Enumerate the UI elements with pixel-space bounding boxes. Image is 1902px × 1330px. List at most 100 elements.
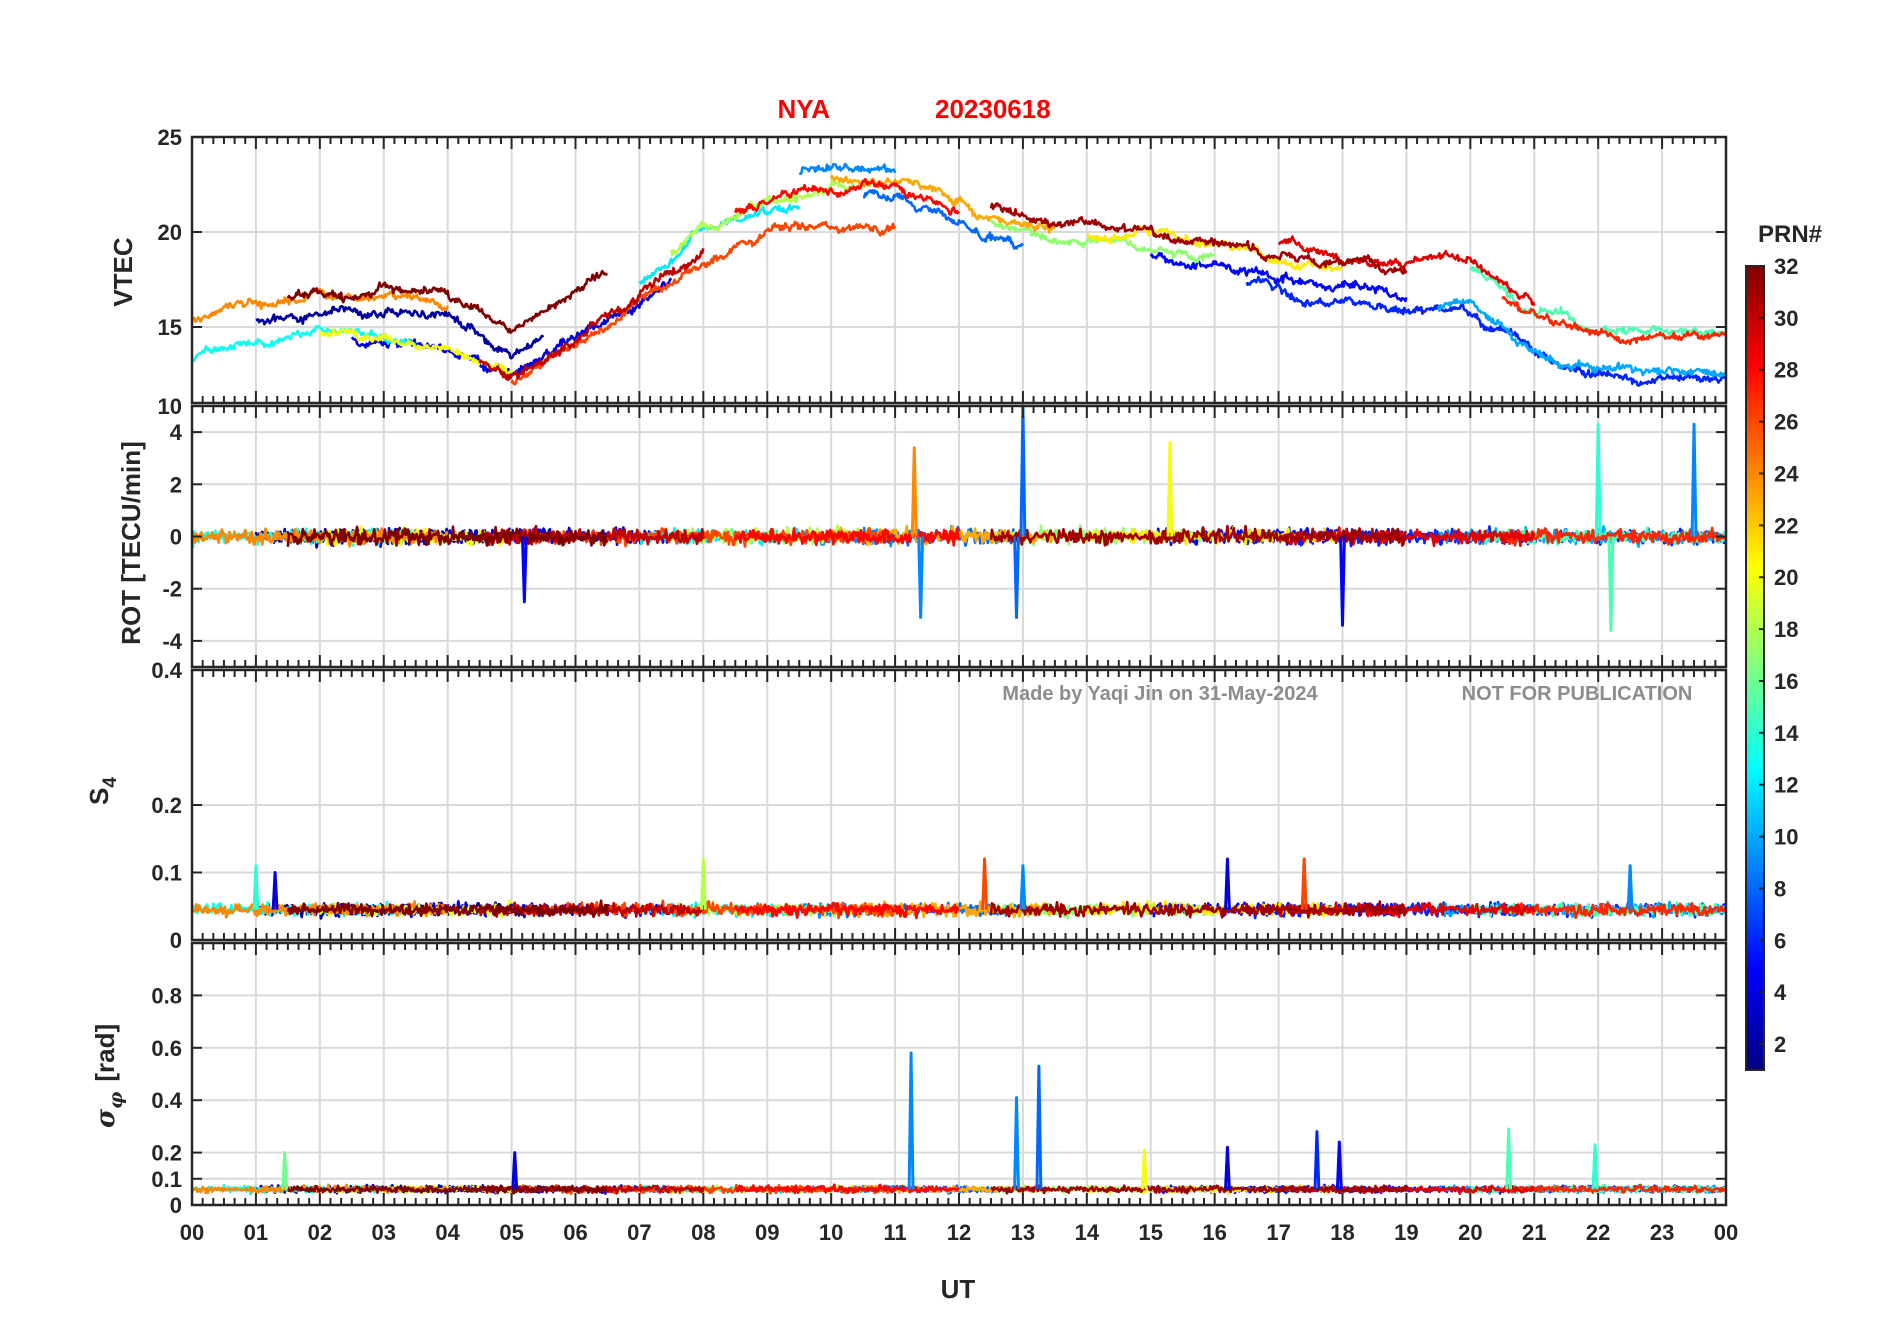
sigma_phi-ytick-label: 0.8 [151, 983, 182, 1008]
rot-top-tick-label: 10 [158, 394, 182, 419]
x-tick-label: 01 [244, 1220, 268, 1245]
rot-ytick-label: 0 [170, 525, 182, 550]
s4-spike [252, 864, 260, 910]
vtec-series-prn-27 [1501, 295, 1728, 346]
vtec-ytick-label: 25 [158, 125, 182, 150]
x-tick-label: 08 [691, 1220, 715, 1245]
x-tick-labels: 00 01 02 03 04 05 06 07 08 09 10 11 12 13 14 15 16 17 18 19… [180, 1220, 1738, 1245]
x-tick-label: 05 [499, 1220, 523, 1245]
x-tick-label: 11 [883, 1220, 906, 1245]
vtec-series-prn-24 [191, 287, 449, 324]
s4-series-prn-31 [989, 900, 1408, 919]
s4-series-prn-32 [286, 899, 609, 919]
rot-series-prn-28 [734, 527, 961, 547]
x-tick-label: 22 [1586, 1220, 1610, 1245]
sigma_phi-spike [1313, 1130, 1321, 1190]
colorbar-tick-label: 8 [1774, 876, 1786, 901]
x-tick-label: 00 [180, 1220, 204, 1245]
sigma_phi-ytick-label: 0 [170, 1193, 182, 1218]
colorbar-tick-label: 32 [1774, 254, 1798, 279]
vtec-series-prn-18 [670, 179, 865, 257]
rot-spike [1013, 536, 1020, 619]
rot-series-prn-24 [190, 527, 449, 548]
s4-top-tick-label: 0.4 [151, 658, 182, 683]
s4-series-prn-28 [734, 901, 960, 920]
sigma_phi-spike [1224, 1145, 1231, 1190]
sigma_phi-spike [1140, 1148, 1148, 1190]
sigma-ylabel-suffix: [rad] [90, 1024, 120, 1082]
colorbar-tick-label: 22 [1774, 513, 1798, 538]
colorbar-tick-label: 16 [1774, 669, 1798, 694]
rot-spike [1690, 422, 1698, 537]
colorbar-tick-label: 18 [1774, 617, 1798, 642]
sigma_phi-spike [281, 1151, 289, 1190]
vtec-series-prn-30 [478, 248, 705, 382]
colorbar-tick-label: 24 [1774, 461, 1799, 486]
x-tick-label: 23 [1650, 1220, 1674, 1245]
frame-layer: 152025-4-20241000.10.20.400.10.20.40.60.… [151, 125, 1728, 1218]
s4-ylabel-sub: 4 [100, 777, 121, 788]
x-tick-label: 20 [1458, 1220, 1482, 1245]
title-station: NYA [777, 94, 830, 124]
x-tick-label: 02 [308, 1220, 332, 1245]
vtec-series-prn-10 [1437, 298, 1728, 378]
x-tick-label: 18 [1330, 1220, 1354, 1245]
sigma-phi-series-prn-31 [990, 1184, 1408, 1195]
colorbar-tick-label: 20 [1774, 565, 1798, 590]
vtec-series-prn-5 [1149, 251, 1408, 303]
s4-ytick-label: 0.1 [151, 861, 182, 886]
sigma_phi-spike [1013, 1096, 1020, 1190]
colorbar-tick-label: 4 [1774, 980, 1787, 1005]
sigma_phi-ytick-label: 0.1 [151, 1167, 182, 1192]
s4-spike [1019, 864, 1027, 910]
vtec-series-prn-31 [989, 202, 1408, 276]
colorbar-tick-label: 2 [1774, 1032, 1786, 1057]
sigma-ylabel-sub: φ [105, 1092, 127, 1109]
x-tick-label: 21 [1522, 1220, 1546, 1245]
s4-ytick-label: 0.2 [151, 793, 182, 818]
x-tick-label: 00 [1714, 1220, 1738, 1245]
sigma_phi-spike [511, 1151, 519, 1190]
rot-series-prn-27 [1501, 526, 1727, 547]
sigma_phi-spike [1505, 1127, 1513, 1190]
vtec-series-prn-29 [1277, 235, 1536, 307]
vtec-ylabel: VTEC [108, 237, 138, 307]
vtec-series-prn-28 [734, 178, 961, 216]
rot-series-prn-32 [286, 525, 608, 547]
rot-ytick-label: 4 [170, 420, 183, 445]
vtec-series-prn-6 [1245, 275, 1727, 387]
colorbar-tick-label: 12 [1774, 773, 1798, 798]
s4-series-prn-26 [510, 899, 897, 920]
s4-spike [699, 857, 707, 910]
rot-spike [1607, 536, 1615, 632]
watermark-author: Made by Yaqi Jin on 31-May-2024 [1002, 683, 1318, 705]
watermark-not-for-publication: NOT FOR PUBLICATION [1462, 683, 1693, 705]
colorbar-tick-label: 30 [1774, 306, 1798, 331]
colorbar-tick-label: 14 [1774, 721, 1799, 746]
x-tick-label: 19 [1394, 1220, 1418, 1245]
vtec-ytick-label: 15 [158, 315, 182, 340]
sigma-phi-series-prn-28 [734, 1183, 960, 1195]
vtec-series-prn-8 [862, 189, 1025, 250]
x-tick-label: 16 [1202, 1220, 1226, 1245]
x-axis-label: UT [941, 1274, 976, 1304]
x-tick-label: 17 [1266, 1220, 1290, 1245]
colorbar-tick-label: 10 [1774, 825, 1798, 850]
x-tick-label: 14 [1075, 1220, 1100, 1245]
rot-ytick-label: 2 [170, 472, 182, 497]
s4-ytick-label: 0 [170, 928, 182, 953]
sigma_phi-ytick-label: 0.6 [151, 1036, 182, 1061]
vtec-series-prn-32 [286, 269, 608, 334]
rot-spike [1166, 441, 1174, 537]
x-tick-label: 07 [627, 1220, 651, 1245]
sigma-ylabel-main: σ [91, 1108, 121, 1128]
sigma_phi-spike [1591, 1143, 1599, 1190]
s4-spike [1300, 857, 1308, 910]
s4-spike [271, 871, 279, 910]
x-tick-label: 13 [1011, 1220, 1035, 1245]
x-tick-label: 03 [372, 1220, 396, 1245]
sigma_phi-spike [1335, 1140, 1343, 1190]
rot-spike [910, 446, 918, 537]
x-tick-label: 10 [819, 1220, 843, 1245]
